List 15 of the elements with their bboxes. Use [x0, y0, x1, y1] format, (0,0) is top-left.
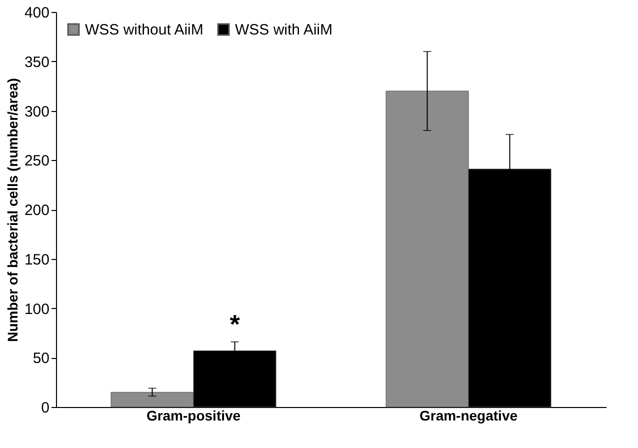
y-tick-label: 100 [24, 300, 50, 318]
y-axis-title: Number of bacterial cells (number/area) [4, 78, 20, 342]
x-tick-label: Gram-negative [419, 408, 518, 424]
y-tick-label: 400 [24, 4, 50, 22]
legend-label: WSS without AiiM [85, 22, 204, 39]
y-tick-label: 50 [32, 350, 50, 368]
x-tick-label: Gram-positive [146, 408, 241, 424]
y-tick-label: 200 [24, 202, 50, 219]
y-tick-label: 300 [24, 103, 50, 120]
annotation: * [230, 308, 241, 339]
y-tick-label: 0 [41, 400, 50, 416]
legend-label: WSS with AiiM [235, 22, 333, 39]
y-tick-label: 350 [24, 54, 50, 71]
y-tick-label: 250 [24, 152, 50, 170]
y-tick-label: 150 [24, 251, 50, 268]
